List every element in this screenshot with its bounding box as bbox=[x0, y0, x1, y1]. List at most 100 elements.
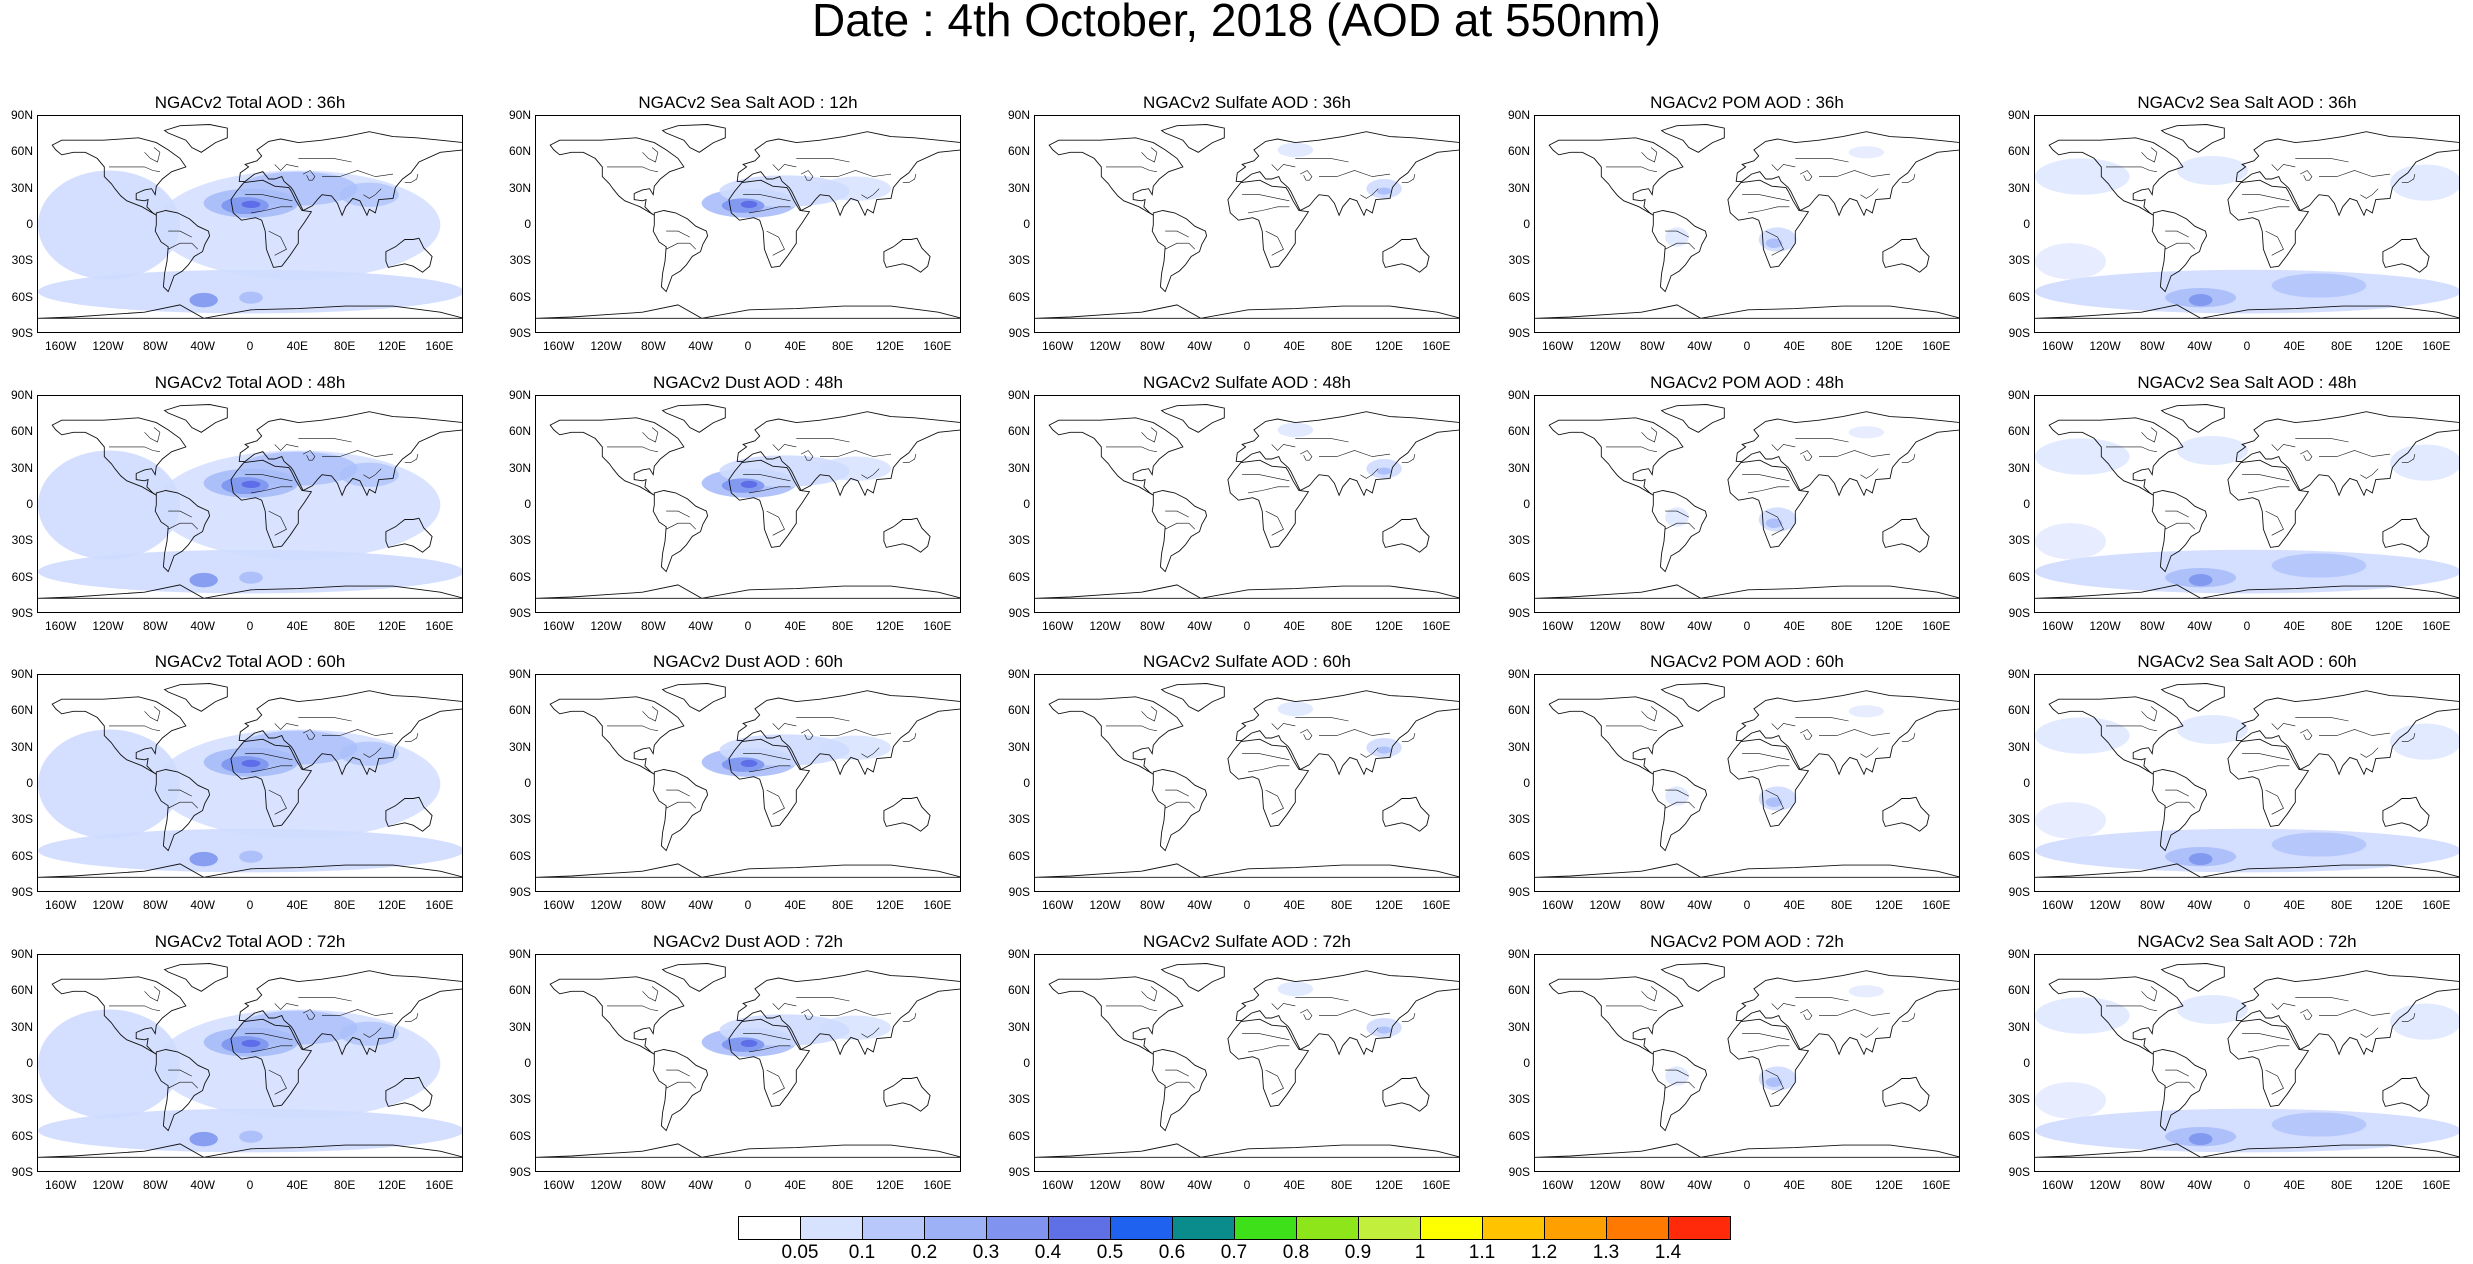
border-line bbox=[820, 729, 892, 736]
lon-tick-label: 160W bbox=[1041, 339, 1074, 353]
lat-tick-label: 90N bbox=[1507, 388, 1530, 402]
border-line bbox=[743, 1033, 791, 1041]
lat-tick-label: 60S bbox=[11, 289, 33, 304]
lat-tick-label: 90S bbox=[2008, 326, 2030, 340]
border-line bbox=[902, 733, 917, 742]
lon-tick-label: 120W bbox=[590, 898, 622, 912]
border-line bbox=[1799, 170, 1813, 181]
colorbar-swatch bbox=[800, 1216, 863, 1240]
lon-tick-label: 40E bbox=[1783, 619, 1806, 633]
border-line bbox=[1901, 174, 1916, 183]
border-line bbox=[322, 170, 394, 177]
border-line bbox=[2360, 188, 2379, 199]
border-line bbox=[1295, 158, 1349, 163]
aerosol-plume bbox=[189, 572, 218, 588]
lat-tick-label: 30N bbox=[1007, 739, 1030, 754]
coastline bbox=[1151, 210, 1208, 293]
lon-tick-label: 80E bbox=[831, 339, 854, 353]
border-line bbox=[2106, 1005, 2157, 1011]
border-line bbox=[2265, 510, 2284, 536]
border-line bbox=[1165, 1069, 1189, 1077]
aerosol-plume bbox=[2177, 994, 2248, 1025]
colorbar-swatch bbox=[1172, 1216, 1235, 1240]
colorbar-swatch bbox=[924, 1216, 987, 1240]
border-line bbox=[1319, 450, 1391, 457]
colorbar-label: 0.9 bbox=[1344, 1242, 1372, 1263]
lon-tick-label: 120W bbox=[1089, 619, 1121, 633]
border-line bbox=[1665, 1081, 1696, 1089]
border-line bbox=[302, 729, 316, 740]
coastline bbox=[2151, 769, 2208, 852]
border-line bbox=[2265, 230, 2284, 256]
aerosol-plume bbox=[1665, 1066, 1689, 1086]
aerosol-plume bbox=[339, 182, 399, 207]
aod-map bbox=[1535, 963, 1959, 1158]
lat-tick-label: 0 bbox=[524, 217, 531, 231]
aerosol-plume bbox=[1848, 985, 1885, 998]
border-line bbox=[2295, 717, 2349, 722]
border-line bbox=[2401, 454, 2416, 463]
border-line bbox=[800, 450, 814, 461]
lat-tick-label: 0 bbox=[2023, 1056, 2030, 1070]
lat-tick-label: 60N bbox=[508, 983, 531, 998]
coastline bbox=[2227, 738, 2310, 827]
aerosol-plume bbox=[38, 828, 462, 873]
border-line bbox=[2299, 170, 2313, 181]
panel-title: NGACv2 Sea Salt AOD : 48h bbox=[2137, 373, 2357, 392]
lat-tick-label: 30S bbox=[11, 812, 33, 827]
border-line bbox=[2247, 486, 2290, 494]
border-line bbox=[1141, 147, 1158, 163]
border-line bbox=[1799, 450, 1813, 461]
lat-tick-label: 90S bbox=[1508, 1165, 1530, 1179]
border-line bbox=[144, 986, 161, 1002]
coastline bbox=[1660, 683, 1725, 712]
coastline bbox=[728, 1018, 811, 1107]
border-line bbox=[168, 242, 199, 250]
aerosol-plume bbox=[241, 759, 261, 768]
aerosol-plume bbox=[1277, 422, 1314, 438]
aod-map bbox=[2035, 404, 2459, 599]
border-line bbox=[245, 1033, 293, 1041]
aerosol-plume bbox=[1665, 227, 1689, 247]
border-line bbox=[800, 1009, 814, 1020]
coastline bbox=[2048, 976, 2184, 1055]
border-line bbox=[109, 166, 160, 172]
lat-tick-label: 30N bbox=[1507, 460, 1530, 475]
lon-tick-label: 160E bbox=[2422, 1178, 2451, 1192]
map-panel bbox=[2034, 674, 2460, 892]
lat-tick-label: 60S bbox=[2008, 569, 2030, 584]
aod-map bbox=[1035, 124, 1459, 319]
lon-tick-label: 40W bbox=[1187, 1178, 1212, 1192]
coastline bbox=[736, 690, 960, 776]
colorbar-swatch bbox=[738, 1216, 801, 1240]
panel-title: NGACv2 Sea Salt AOD : 36h bbox=[2137, 93, 2357, 112]
lon-tick-label: 160E bbox=[425, 339, 454, 353]
border-line bbox=[404, 174, 419, 183]
aerosol-plume bbox=[2177, 435, 2248, 466]
coastline bbox=[1227, 459, 1310, 548]
border-line bbox=[1106, 725, 1157, 731]
aerosol-plume bbox=[1376, 187, 1392, 195]
lon-tick-label: 80E bbox=[333, 619, 356, 633]
lon-tick-label: 0 bbox=[1243, 339, 1251, 353]
coastline bbox=[1660, 963, 1725, 992]
lat-tick-label: 60S bbox=[2008, 848, 2030, 863]
coastline bbox=[736, 411, 960, 497]
panel-title: NGACv2 Dust AOD : 48h bbox=[653, 373, 843, 392]
lon-tick-label: 0 bbox=[1743, 619, 1751, 633]
lon-tick-label: 120E bbox=[1874, 1178, 1904, 1192]
border-line bbox=[1265, 789, 1284, 815]
lon-tick-label: 160W bbox=[44, 339, 77, 353]
border-line bbox=[1299, 450, 1313, 461]
border-line bbox=[2401, 174, 2416, 183]
lon-tick-label: 120W bbox=[2089, 1178, 2121, 1192]
border-line bbox=[1765, 1069, 1784, 1095]
border-line bbox=[800, 729, 814, 740]
lon-tick-label: 120W bbox=[1589, 339, 1621, 353]
border-line bbox=[168, 1069, 192, 1077]
border-line bbox=[607, 1005, 658, 1011]
colorbar-label: 0.5 bbox=[1096, 1242, 1124, 1263]
border-line bbox=[2106, 725, 2157, 731]
coastline bbox=[661, 683, 726, 712]
lon-tick-label: 40E bbox=[784, 339, 807, 353]
